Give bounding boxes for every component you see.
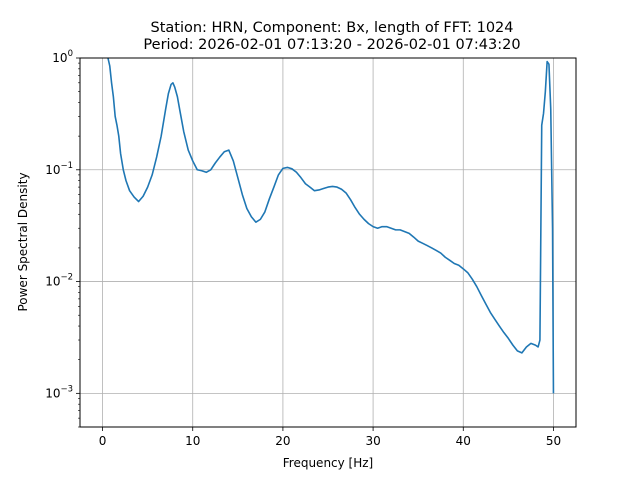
x-tick-label: 0: [99, 434, 107, 448]
y-tick-label: 10−3: [45, 384, 73, 400]
x-tick-label: 10: [185, 434, 200, 448]
x-tick-label: 40: [456, 434, 471, 448]
x-tick-label: 20: [275, 434, 290, 448]
x-tick-label: 30: [365, 434, 380, 448]
y-axis-label: Power Spectral Density: [16, 172, 30, 311]
x-axis-ticks: 0 10 20 30 40 50: [99, 427, 561, 448]
psd-series-line: [107, 57, 555, 394]
y-tick-label: 100: [52, 49, 73, 65]
chart-title-line1: Station: HRN, Component: Bx, length of F…: [150, 20, 513, 36]
y-minor-ticks: [78, 62, 80, 428]
y-tick-label: 10−2: [45, 273, 73, 289]
y-axis-ticks: 10−3 10−2 10−1 100: [45, 49, 80, 428]
plot-frame: [79, 57, 577, 428]
x-axis-label: Frequency [Hz]: [283, 456, 374, 470]
x-tick-label: 50: [546, 434, 561, 448]
chart-title-line2: Period: 2026-02-01 07:13:20 - 2026-02-01…: [143, 37, 520, 53]
y-tick-label: 10−1: [45, 161, 73, 177]
